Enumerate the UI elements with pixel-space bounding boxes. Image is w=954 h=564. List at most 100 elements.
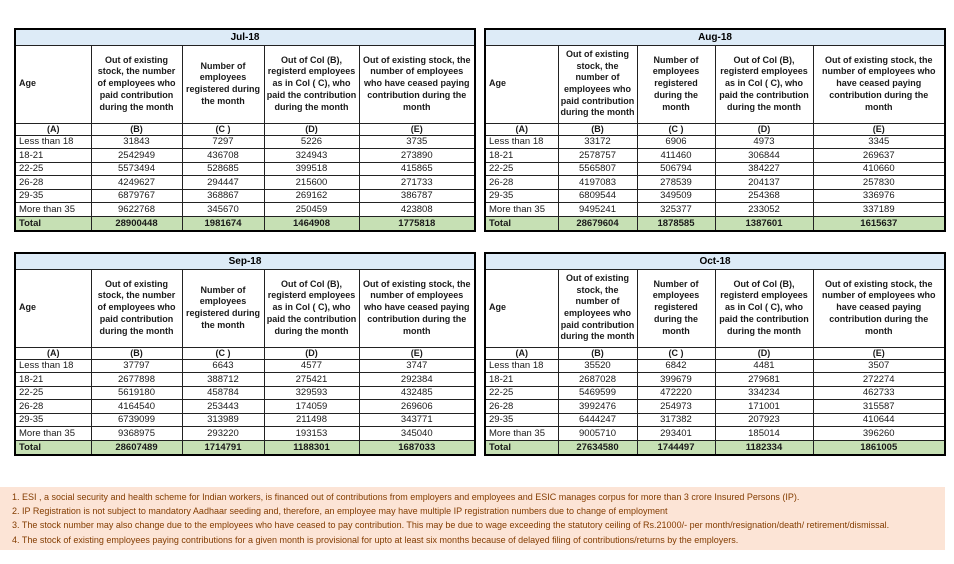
value-cell: 6906 xyxy=(636,134,716,149)
table-row: 26-28 4249627 294447 215600 271733 xyxy=(14,175,476,190)
value-cell: 174059 xyxy=(263,399,360,414)
age-cell: 26-28 xyxy=(484,399,559,414)
value-cell: 506794 xyxy=(636,161,716,176)
age-cell: Less than 18 xyxy=(14,358,92,373)
column-header-e: Out of existing stock, the number of emp… xyxy=(358,268,476,348)
value-cell: 294447 xyxy=(181,175,265,190)
value-cell: 334234 xyxy=(714,385,814,400)
table-row: 22-25 5619180 458784 329593 432485 xyxy=(14,385,476,400)
value-cell: 6444247 xyxy=(557,412,638,427)
value-cell: 436708 xyxy=(181,148,265,163)
column-header-e: Out of existing stock, the number of emp… xyxy=(358,44,476,124)
value-cell: 293401 xyxy=(636,426,716,441)
value-cell: 399518 xyxy=(263,161,360,176)
value-cell: 2677898 xyxy=(90,372,183,387)
table-row: 26-28 3992476 254973 171001 315587 xyxy=(484,399,946,414)
column-header-e: Out of existing stock, the number of emp… xyxy=(812,44,946,124)
column-code-row: (A) (B) (C ) (D) (E) xyxy=(14,346,476,360)
column-header-b: Out of existing stock, the number of emp… xyxy=(557,268,638,348)
value-cell: 325377 xyxy=(636,202,716,217)
value-cell: 337189 xyxy=(812,202,946,217)
table-sep-18: Sep-18 Age Out of existing stock, the nu… xyxy=(14,252,477,456)
column-code-row: (A) (B) (C ) (D) (E) xyxy=(484,122,946,136)
month-title: Aug-18 xyxy=(484,28,946,46)
column-header-row: Age Out of existing stock, the number of… xyxy=(14,268,476,348)
value-cell: 273890 xyxy=(358,148,476,163)
age-cell: 22-25 xyxy=(484,385,559,400)
age-cell: Total xyxy=(14,439,92,456)
value-cell: 269606 xyxy=(358,399,476,414)
column-header-age: Age xyxy=(14,44,92,124)
value-cell: 5573494 xyxy=(90,161,183,176)
value-cell: 1744497 xyxy=(636,439,716,456)
value-cell: 345040 xyxy=(358,426,476,441)
value-cell: 4249627 xyxy=(90,175,183,190)
value-cell: 171001 xyxy=(714,399,814,414)
table-row: 29-35 6739099 313989 211498 343771 xyxy=(14,412,476,427)
table-row: Less than 18 37797 6643 4577 3747 xyxy=(14,358,476,373)
value-cell: 9368975 xyxy=(90,426,183,441)
age-cell: 22-25 xyxy=(484,161,559,176)
value-cell: 368867 xyxy=(181,188,265,203)
value-cell: 2687028 xyxy=(557,372,638,387)
age-cell: 29-35 xyxy=(14,412,92,427)
value-cell: 6809544 xyxy=(557,188,638,203)
value-cell: 1861005 xyxy=(812,439,946,456)
table-row: More than 35 9005710 293401 185014 396260 xyxy=(484,426,946,441)
age-cell: 29-35 xyxy=(14,188,92,203)
monthly-tables-grid: Jul-18 Age Out of existing stock, the nu… xyxy=(14,28,947,456)
value-cell: 4164540 xyxy=(90,399,183,414)
age-cell: More than 35 xyxy=(484,202,559,217)
table-row: Less than 18 35520 6842 4481 3507 xyxy=(484,358,946,373)
code-cell: (B) xyxy=(557,122,638,136)
age-cell: 22-25 xyxy=(14,161,92,176)
value-cell: 7297 xyxy=(181,134,265,149)
code-cell: (A) xyxy=(14,346,92,360)
column-header-b: Out of existing stock, the number of emp… xyxy=(90,44,183,124)
value-cell: 9495241 xyxy=(557,202,638,217)
column-header-b: Out of existing stock, the number of emp… xyxy=(557,44,638,124)
value-cell: 4973 xyxy=(714,134,814,149)
column-header-d: Out of Col (B), registerd employees as i… xyxy=(714,44,814,124)
total-row: Total 28679604 1878585 1387601 1615637 xyxy=(484,215,946,232)
value-cell: 211498 xyxy=(263,412,360,427)
month-title-row: Oct-18 xyxy=(484,252,946,270)
code-cell: (D) xyxy=(263,346,360,360)
value-cell: 271733 xyxy=(358,175,476,190)
month-title: Sep-18 xyxy=(14,252,476,270)
footnote-line: 1. ESI , a social security and health sc… xyxy=(12,492,800,502)
month-title-row: Aug-18 xyxy=(484,28,946,46)
age-cell: 29-35 xyxy=(484,188,559,203)
value-cell: 250459 xyxy=(263,202,360,217)
value-cell: 272274 xyxy=(812,372,946,387)
value-cell: 278539 xyxy=(636,175,716,190)
age-cell: 18-21 xyxy=(14,372,92,387)
code-cell: (B) xyxy=(90,122,183,136)
value-cell: 3345 xyxy=(812,134,946,149)
table-row: More than 35 9368975 293220 193153 345040 xyxy=(14,426,476,441)
value-cell: 472220 xyxy=(636,385,716,400)
value-cell: 253443 xyxy=(181,399,265,414)
column-header-e: Out of existing stock, the number of emp… xyxy=(812,268,946,348)
table-row: 29-35 6444247 317382 207923 410644 xyxy=(484,412,946,427)
table-row: 22-25 5469599 472220 334234 462733 xyxy=(484,385,946,400)
code-cell: (D) xyxy=(714,346,814,360)
value-cell: 28679604 xyxy=(557,215,638,232)
column-header-row: Age Out of existing stock, the number of… xyxy=(14,44,476,124)
age-cell: 18-21 xyxy=(484,148,559,163)
value-cell: 336976 xyxy=(812,188,946,203)
value-cell: 6879767 xyxy=(90,188,183,203)
table-row: 22-25 5573494 528685 399518 415865 xyxy=(14,161,476,176)
value-cell: 27634580 xyxy=(557,439,638,456)
value-cell: 313989 xyxy=(181,412,265,427)
value-cell: 1464908 xyxy=(263,215,360,232)
value-cell: 1878585 xyxy=(636,215,716,232)
footnote-line: 3. The stock number may also change due … xyxy=(12,520,890,531)
code-cell: (A) xyxy=(14,122,92,136)
age-cell: 18-21 xyxy=(484,372,559,387)
code-cell: (C ) xyxy=(636,346,716,360)
column-header-row: Age Out of existing stock, the number of… xyxy=(484,44,946,124)
code-cell: (C ) xyxy=(181,122,265,136)
value-cell: 1188301 xyxy=(263,439,360,456)
value-cell: 233052 xyxy=(714,202,814,217)
